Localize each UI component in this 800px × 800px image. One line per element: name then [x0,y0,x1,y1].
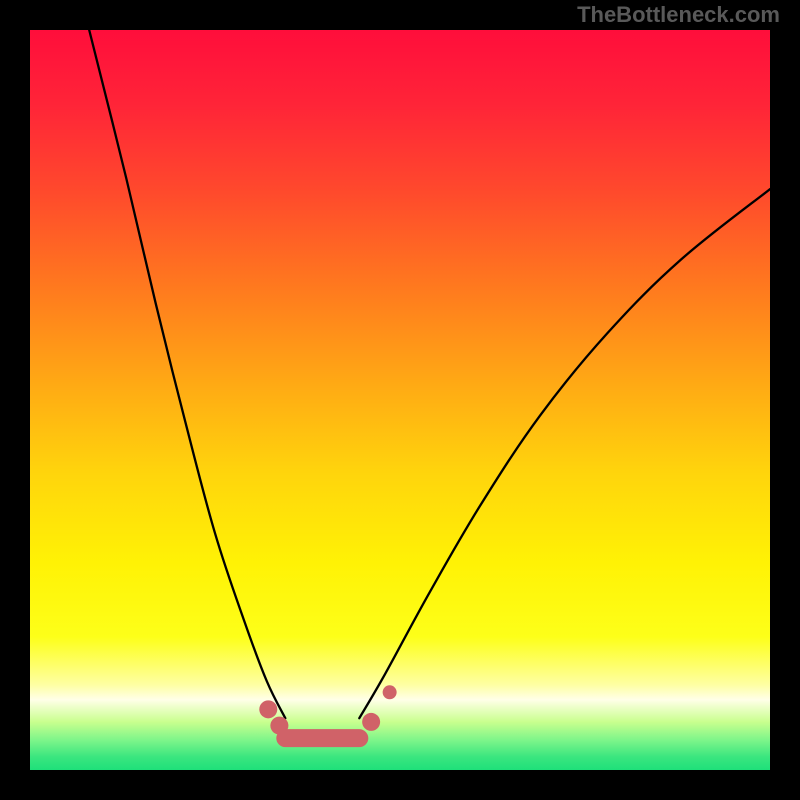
bottom-dot [383,685,397,699]
watermark-text: TheBottleneck.com [577,2,780,28]
bottleneck-chart [30,30,770,770]
gradient-background [30,30,770,770]
bottom-dot [362,713,380,731]
chart-container: TheBottleneck.com [0,0,800,800]
bottom-dot [270,717,288,735]
bottom-dot [259,700,277,718]
plot-area [30,30,770,770]
